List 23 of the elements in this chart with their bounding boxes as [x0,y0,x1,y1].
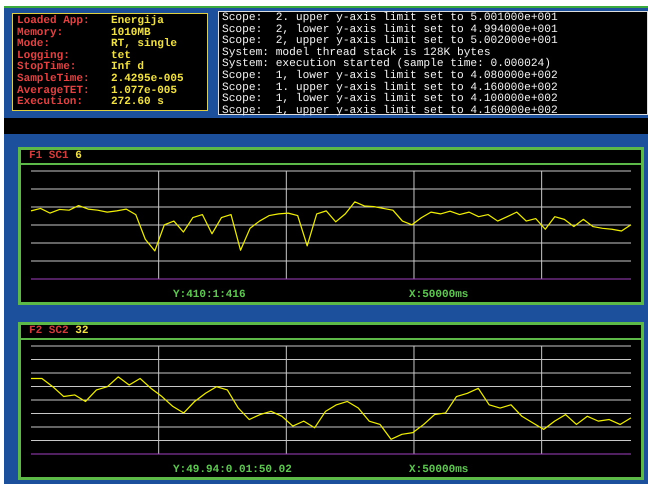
text: AverageTET: 1.077e-005 [17,84,178,97]
text: System: execution started (sample time: 0.000024) [222,58,552,70]
text: Mode: RT, single [17,38,178,50]
text: Scope: 1. upper y-axis limit set to 4.160000e+002 [222,82,559,94]
text: Y:49.94:0.01:50.02 [173,464,292,476]
text: Scope: 1, upper y-axis limit set to 4.160000e+002 [222,104,559,118]
text: Scope: 1, lower y-axis limit set to 4.100000e+002 [222,93,559,106]
text: Execution: 272.60 s [17,96,164,108]
text: Y:410:1:416 [173,289,246,301]
text: StopTime: Inf d [17,61,144,74]
text: Scope: 2, upper y-axis limit set to 5.002000e+001 [222,35,559,48]
text: Logging: tet [17,50,131,62]
text: Scope: 2, lower y-axis limit set to 4.994000e+001 [222,24,559,36]
text: Scope: 1, lower y-axis limit set to 4.080000e+002 [222,70,559,82]
text: Memory: 1010MB [17,26,151,39]
chart-title: F2 SC2 32 [29,325,88,337]
text: X:50000ms [409,289,468,301]
text: Loaded App: Energija [17,15,164,27]
text: SampleTime: 2.4295e-005 [17,72,184,85]
text: System: model thread stack is 128K bytes [222,46,491,59]
text: Scope: 2. upper y-axis limit set to 5.001000e+001 [222,12,559,24]
text: X:50000ms [409,464,468,476]
chart-title: F1 SC1 6 [29,150,82,162]
